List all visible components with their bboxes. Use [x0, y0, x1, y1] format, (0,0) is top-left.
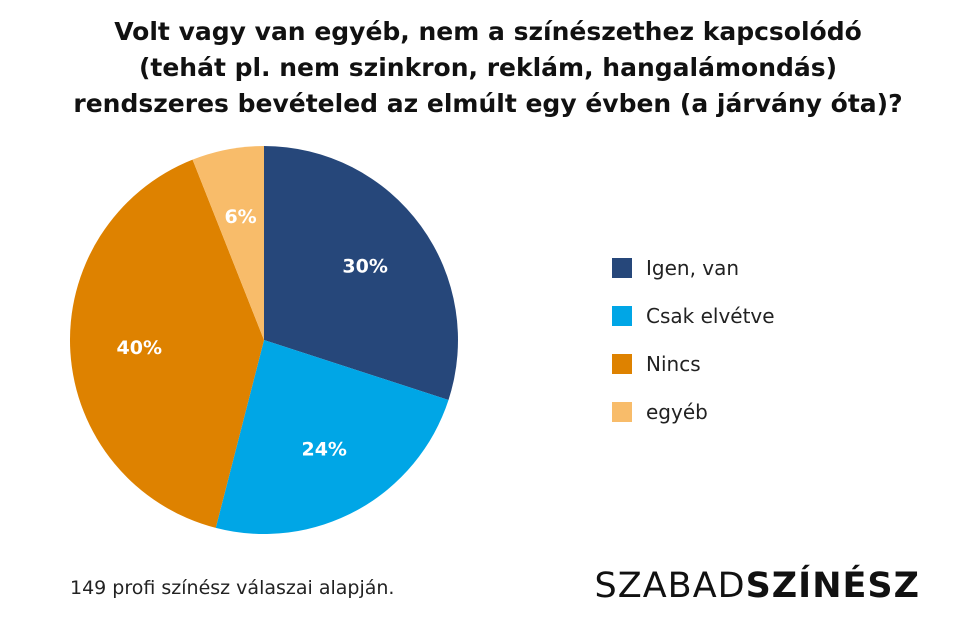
legend-label-igen-van: Igen, van	[646, 256, 740, 280]
brand-logo-part-2: SZÍNÉSZ	[745, 566, 920, 606]
pie-slice-label-0: 30%	[342, 256, 387, 278]
legend-swatch-nincs	[612, 354, 632, 374]
footnote: 149 profi színész válaszai alapján.	[70, 577, 395, 599]
legend-swatch-csak-elvetve	[612, 306, 632, 326]
chart-title-line-1: Volt vagy van egyéb, nem a színészethez …	[114, 17, 862, 46]
pie-slice-label-1: 24%	[301, 439, 346, 461]
pie-slice-0	[264, 146, 458, 400]
pie-slice-2	[69, 159, 265, 528]
legend-swatch-egyeb	[612, 402, 632, 422]
pie-slice-3	[192, 146, 264, 340]
chart-title: Volt vagy van egyéb, nem a színészethez …	[0, 14, 976, 122]
legend-label-nincs: Nincs	[646, 352, 701, 376]
chart-title-line-3: rendszeres bevételed az elmúlt egy évben…	[73, 89, 903, 118]
brand-logo-part-1: SZABAD	[594, 566, 746, 606]
legend-item-egyeb: egyéb	[612, 400, 775, 424]
chart-title-line-2: (tehát pl. nem szinkron, reklám, hangalá…	[138, 53, 838, 82]
legend-label-csak-elvetve: Csak elvétve	[646, 304, 775, 328]
legend-item-nincs: Nincs	[612, 352, 775, 376]
pie-slice-1	[215, 340, 449, 535]
legend-swatch-igen-van	[612, 258, 632, 278]
pie-slice-label-3: 6%	[224, 206, 256, 228]
legend-label-egyeb: egyéb	[646, 400, 708, 424]
pie-slice-label-2: 40%	[117, 337, 162, 359]
brand-logo: SZABADSZÍNÉSZ	[595, 566, 920, 606]
chart-legend: Igen, van Csak elvétve Nincs egyéb	[612, 256, 775, 448]
legend-item-igen-van: Igen, van	[612, 256, 775, 280]
legend-item-csak-elvetve: Csak elvétve	[612, 304, 775, 328]
